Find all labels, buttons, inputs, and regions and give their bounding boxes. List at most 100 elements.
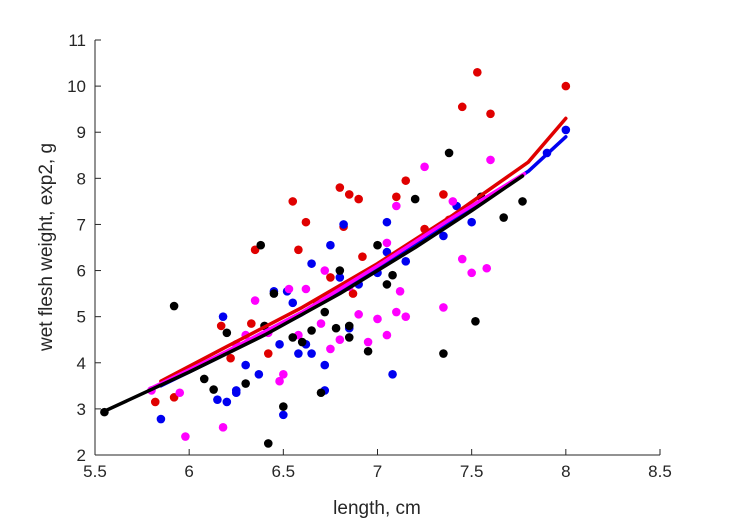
y-tick-label: 9 — [77, 123, 86, 142]
data-point — [457, 102, 467, 112]
data-point — [150, 397, 160, 407]
data-point — [335, 273, 345, 282]
data-point — [444, 148, 454, 158]
data-point — [288, 333, 298, 342]
data-point — [226, 353, 235, 363]
data-point — [297, 337, 307, 347]
data-point — [392, 201, 401, 211]
data-point — [401, 312, 411, 321]
data-point — [320, 360, 330, 370]
fit-curve — [149, 171, 527, 390]
data-point — [354, 194, 363, 204]
data-point — [363, 337, 373, 347]
data-point — [561, 125, 571, 135]
plot-marks — [100, 67, 571, 448]
data-point — [326, 344, 335, 354]
x-axis-label: length, cm — [333, 498, 421, 519]
data-point — [420, 162, 429, 172]
data-point — [561, 81, 571, 91]
data-point — [275, 376, 284, 386]
data-point — [382, 280, 392, 289]
data-point — [344, 321, 354, 331]
x-tick-label: 6 — [184, 462, 193, 481]
data-point — [247, 319, 256, 328]
data-point — [363, 346, 373, 356]
data-point — [392, 192, 401, 202]
data-point — [307, 349, 316, 358]
data-point — [388, 270, 397, 280]
data-point — [395, 287, 405, 296]
data-point — [222, 328, 232, 338]
data-point — [401, 176, 411, 185]
data-point — [294, 349, 303, 358]
y-tick-label: 10 — [67, 77, 86, 96]
data-point — [439, 303, 448, 312]
data-point — [284, 284, 294, 294]
data-point — [486, 109, 495, 119]
data-point — [218, 423, 228, 432]
data-point — [326, 273, 335, 282]
fit-curve — [159, 116, 568, 383]
data-point — [373, 314, 382, 324]
data-point — [294, 245, 303, 255]
data-point — [156, 414, 166, 424]
data-point — [320, 266, 330, 275]
data-point — [231, 386, 241, 395]
y-tick-label: 5 — [77, 308, 86, 327]
data-point — [218, 312, 228, 321]
data-point — [518, 197, 527, 206]
data-point — [213, 395, 222, 404]
x-tick-label: 7 — [373, 462, 382, 481]
data-point — [263, 439, 273, 448]
data-point — [382, 217, 392, 227]
data-point — [499, 213, 508, 222]
data-point — [388, 370, 397, 379]
data-point — [439, 231, 448, 241]
data-point — [348, 289, 358, 298]
data-point — [275, 340, 284, 349]
data-point — [439, 190, 448, 199]
data-point — [279, 370, 288, 379]
x-tick-label: 8 — [561, 462, 570, 481]
fit-curve — [102, 174, 525, 413]
data-point — [339, 220, 348, 229]
y-tick-label: 6 — [77, 262, 86, 281]
data-point — [335, 335, 345, 345]
x-tick-label: 7.5 — [460, 462, 484, 481]
data-point — [241, 379, 250, 388]
data-point — [316, 388, 326, 398]
data-point — [486, 155, 495, 165]
data-point — [250, 296, 260, 305]
data-point — [335, 266, 345, 275]
data-point — [410, 194, 420, 204]
data-point — [354, 310, 363, 319]
axes: 5.5 6 6.5 7 7.5 8 8.5 2 3 4 5 6 7 8 9 10 11 — [67, 31, 672, 481]
x-tick-label: 6.5 — [272, 462, 296, 481]
data-point — [307, 326, 316, 335]
data-point — [263, 349, 273, 358]
y-tick-label: 8 — [77, 169, 86, 188]
x-tick-label: 5.5 — [83, 462, 107, 481]
data-point — [288, 197, 298, 206]
data-point — [382, 238, 392, 248]
data-point — [269, 289, 279, 298]
data-point — [279, 402, 288, 411]
data-point — [439, 349, 448, 358]
data-point — [471, 316, 480, 326]
data-point — [448, 197, 458, 206]
data-point — [382, 330, 392, 340]
data-point — [482, 263, 492, 273]
data-point — [175, 388, 185, 398]
y-tick-label: 11 — [68, 31, 86, 50]
data-point — [181, 432, 190, 441]
data-point — [301, 284, 311, 294]
data-point — [344, 333, 354, 342]
data-point — [473, 67, 482, 77]
data-point — [320, 307, 330, 317]
data-point — [301, 217, 311, 227]
y-tick-label: 3 — [77, 400, 86, 419]
data-point — [344, 190, 354, 199]
data-point — [326, 240, 335, 250]
